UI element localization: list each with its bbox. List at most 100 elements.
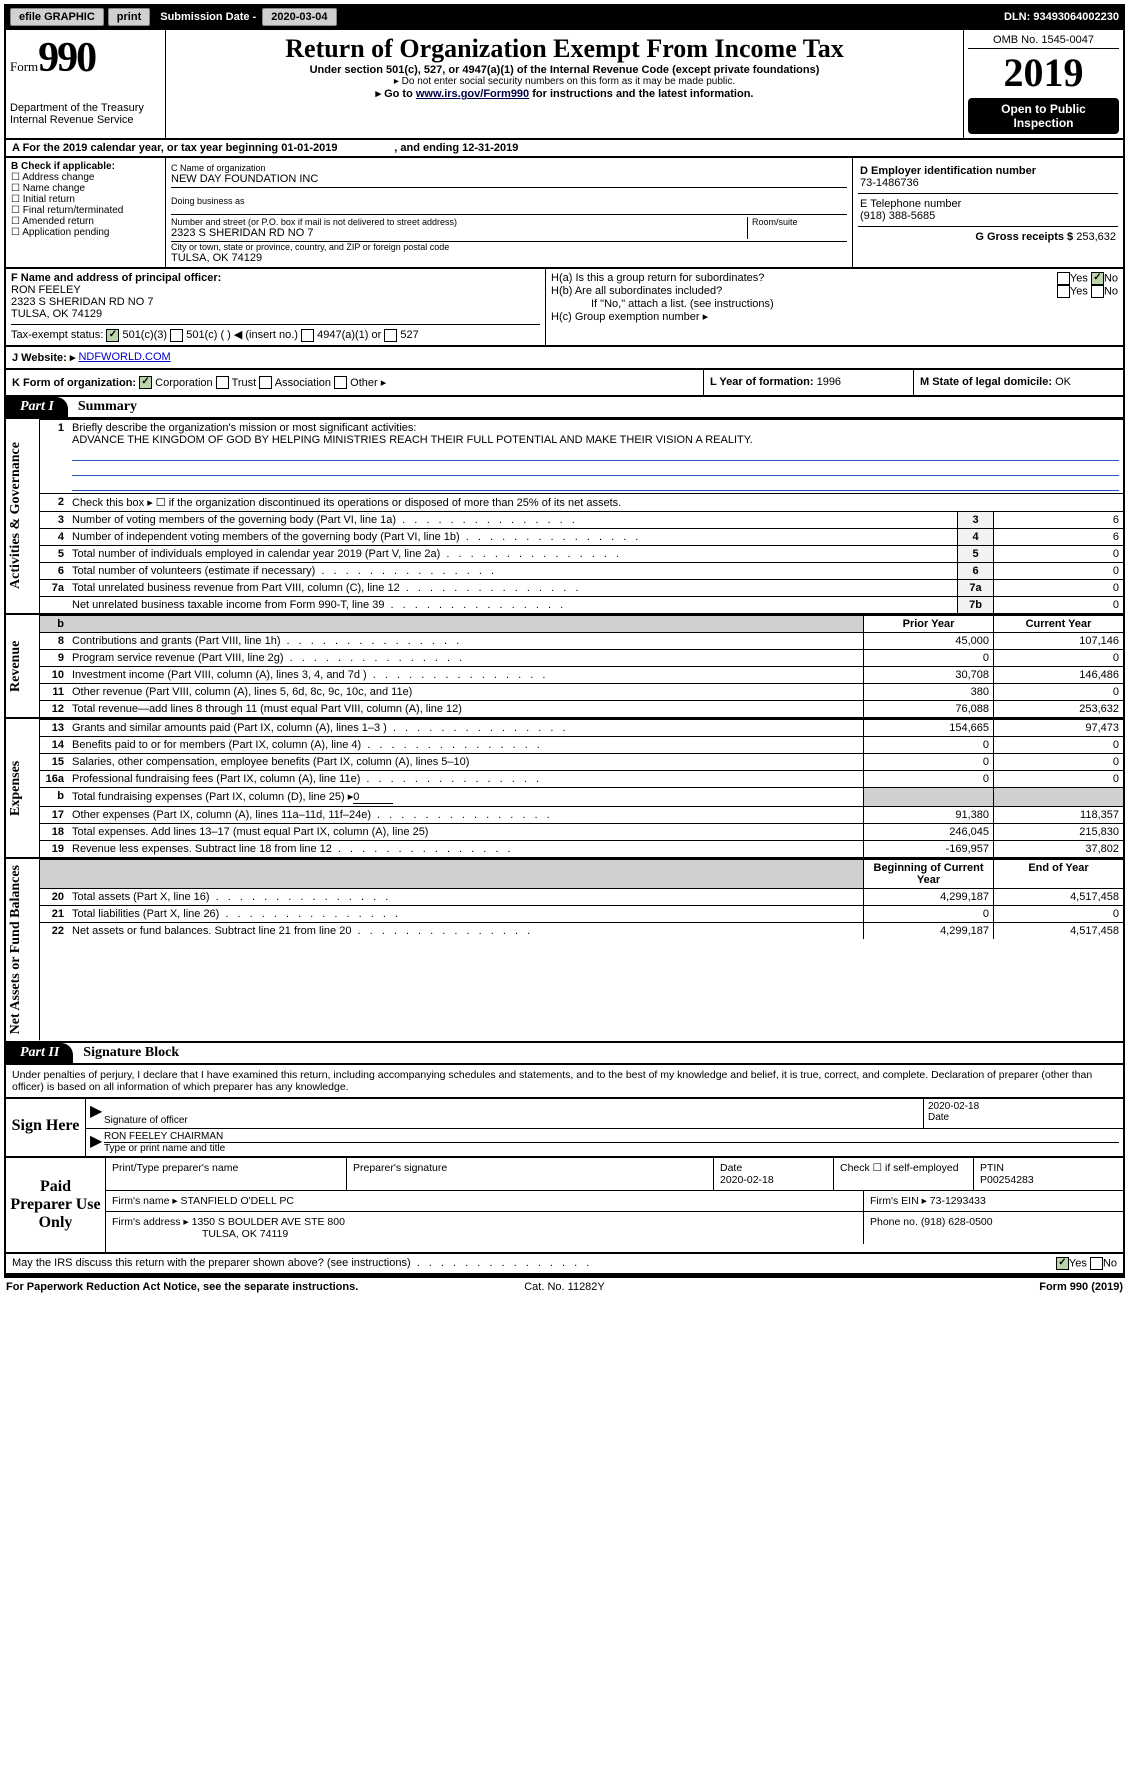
officer-name: RON FEELEY (11, 284, 540, 296)
efile-button[interactable]: efile GRAPHIC (10, 8, 104, 26)
discuss-no[interactable] (1090, 1257, 1103, 1270)
p22: 4,299,187 (863, 923, 993, 939)
discuss-question: May the IRS discuss this return with the… (12, 1257, 592, 1270)
p11: 380 (863, 684, 993, 700)
v4: 6 (993, 529, 1123, 545)
v6: 0 (993, 563, 1123, 579)
p15: 0 (863, 754, 993, 770)
p13: 154,665 (863, 720, 993, 736)
tab-netassets: Net Assets or Fund Balances (6, 859, 40, 1040)
top-bar: efile GRAPHIC print Submission Date - 20… (4, 4, 1125, 30)
tab-governance: Activities & Governance (6, 419, 40, 613)
p8: 45,000 (863, 633, 993, 649)
city-state-zip: TULSA, OK 74129 (171, 252, 847, 264)
c20: 4,517,458 (993, 889, 1123, 905)
ein: 73-1486736 (860, 177, 1116, 189)
chk-address[interactable]: ☐ Address change (11, 172, 160, 183)
v7b: 0 (993, 597, 1123, 613)
section-k: K Form of organization: ✓ Corporation Tr… (6, 370, 703, 396)
chk-4947[interactable] (301, 329, 314, 342)
ha-no[interactable]: ✓ (1091, 272, 1104, 285)
c17: 118,357 (993, 807, 1123, 823)
form-title: Return of Organization Exempt From Incom… (170, 34, 959, 64)
instructions-link[interactable]: www.irs.gov/Form990 (416, 88, 529, 100)
sign-date: 2020-02-18 (928, 1101, 1119, 1112)
c13: 97,473 (993, 720, 1123, 736)
tax-year: 2019 (968, 49, 1119, 96)
p16: 0 (863, 771, 993, 787)
part2-title: Signature Block (73, 1045, 179, 1061)
omb-numberbe: OMB No. 1545-0047 (968, 34, 1119, 49)
form-number: Form990 (10, 34, 161, 82)
tab-expenses: Expenses (6, 719, 40, 857)
street-address: 2323 S SHERIDAN RD NO 7 (171, 227, 747, 239)
k-trust[interactable] (216, 376, 229, 389)
form-note-2: ▸ Go to www.irs.gov/Form990 for instruct… (170, 87, 959, 100)
p12: 76,088 (863, 701, 993, 717)
part1-tab: Part I (6, 397, 68, 417)
dept-label: Department of the Treasury (10, 102, 161, 114)
v5: 0 (993, 546, 1123, 562)
form-subtitle: Under section 501(c), 527, or 4947(a)(1)… (170, 64, 959, 76)
open-inspection: Open to Public Inspection (968, 98, 1119, 134)
c11: 0 (993, 684, 1123, 700)
k-other[interactable] (334, 376, 347, 389)
part1-title: Summary (68, 399, 137, 415)
tab-revenue: Revenue (6, 615, 40, 717)
officer-name-title: RON FEELEY CHAIRMAN (104, 1131, 1119, 1143)
v7a: 0 (993, 580, 1123, 596)
self-employed-chk[interactable]: Check ☐ if self-employed (833, 1158, 973, 1190)
perjury-text: Under penalties of perjury, I declare th… (4, 1065, 1125, 1099)
chk-501c[interactable] (170, 329, 183, 342)
k-assoc[interactable] (259, 376, 272, 389)
submission-label: Submission Date - (160, 11, 256, 23)
dln: DLN: 93493064002230 (1004, 11, 1119, 23)
c21: 0 (993, 906, 1123, 922)
sign-here-label: Sign Here (6, 1099, 86, 1156)
mission-text: ADVANCE THE KINGDOM OF GOD BY HELPING MI… (72, 434, 753, 446)
chk-pending[interactable]: ☐ Application pending (11, 227, 160, 238)
hb-no[interactable] (1091, 285, 1104, 298)
blueline (72, 461, 1119, 476)
chk-501c3[interactable]: ✓ (106, 329, 119, 342)
form-note-1: ▸ Do not enter social security numbers o… (170, 76, 959, 87)
ha-yes[interactable] (1057, 272, 1070, 285)
website-link[interactable]: NDFWORLD.COM (78, 351, 170, 364)
c16: 0 (993, 771, 1123, 787)
chk-name[interactable]: ☐ Name change (11, 183, 160, 194)
section-c: C Name of organization NEW DAY FOUNDATIO… (166, 158, 853, 267)
c10: 146,486 (993, 667, 1123, 683)
chk-amended[interactable]: ☐ Amended return (11, 216, 160, 227)
chk-final[interactable]: ☐ Final return/terminated (11, 205, 160, 216)
firm-name: STANFIELD O'DELL PC (181, 1195, 294, 1207)
firm-ein: 73-1293433 (930, 1195, 986, 1207)
p10: 30,708 (863, 667, 993, 683)
c12: 253,632 (993, 701, 1123, 717)
firm-phone: (918) 628-0500 (921, 1216, 993, 1228)
ptin: P00254283 (980, 1174, 1034, 1186)
p21: 0 (863, 906, 993, 922)
org-name: NEW DAY FOUNDATION INC (171, 173, 847, 185)
section-i: Tax-exempt status: ✓ 501(c)(3) 501(c) ( … (11, 324, 540, 342)
discuss-yes[interactable]: ✓ (1056, 1257, 1069, 1270)
blueline (72, 446, 1119, 461)
section-b: B Check if applicable: ☐ Address change … (6, 158, 166, 267)
section-l: L Year of formation: 1996 (703, 370, 913, 396)
chk-527[interactable] (384, 329, 397, 342)
submission-date: 2020-03-04 (262, 8, 336, 26)
firm-addr: 1350 S BOULDER AVE STE 800 (192, 1216, 345, 1228)
prep-date: 2020-02-18 (720, 1174, 774, 1186)
section-deg: D Employer identification number 73-1486… (853, 158, 1123, 267)
print-button[interactable]: print (108, 8, 150, 26)
gross-receipts: 253,632 (1076, 231, 1116, 243)
chk-initial[interactable]: ☐ Initial return (11, 194, 160, 205)
p9: 0 (863, 650, 993, 666)
paid-preparer-label: Paid Preparer Use Only (6, 1158, 106, 1252)
c15: 0 (993, 754, 1123, 770)
p18: 246,045 (863, 824, 993, 840)
section-j: J Website: ▸ NDFWORLD.COM (4, 347, 1125, 370)
k-corp[interactable]: ✓ (139, 376, 152, 389)
p17: 91,380 (863, 807, 993, 823)
hb-yes[interactable] (1057, 285, 1070, 298)
c19: 37,802 (993, 841, 1123, 857)
